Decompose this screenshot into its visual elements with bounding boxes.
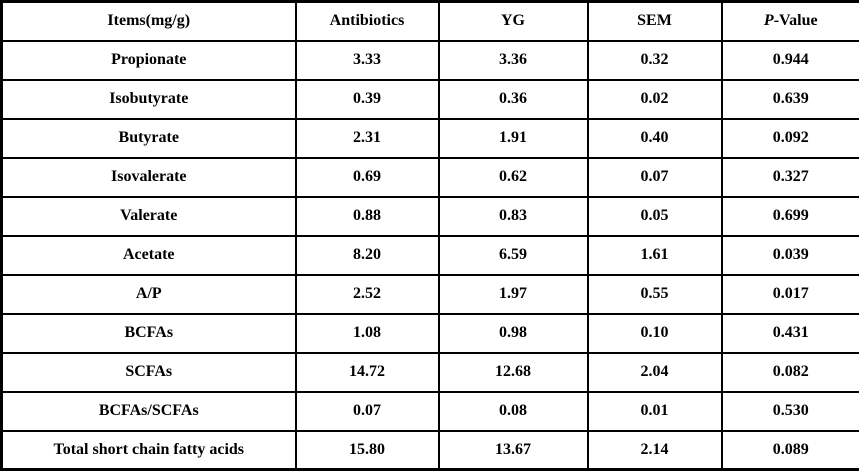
row-label: Valerate	[2, 197, 296, 236]
cell-antibiotics: 2.31	[296, 119, 439, 158]
cell-sem: 0.32	[588, 41, 722, 80]
cell-pvalue: 0.092	[722, 119, 859, 158]
cell-yg: 0.08	[439, 392, 588, 431]
cell-pvalue: 0.639	[722, 80, 859, 119]
table-row: SCFAs 14.72 12.68 2.04 0.082	[2, 353, 859, 392]
cell-pvalue: 0.944	[722, 41, 859, 80]
row-label: A/P	[2, 275, 296, 314]
col-header-yg: YG	[439, 2, 588, 41]
cell-antibiotics: 14.72	[296, 353, 439, 392]
row-label: Total short chain fatty acids	[2, 431, 296, 470]
pvalue-italic-p: P	[764, 12, 774, 29]
col-header-antibiotics: Antibiotics	[296, 2, 439, 41]
row-label: SCFAs	[2, 353, 296, 392]
cell-yg: 3.36	[439, 41, 588, 80]
cell-yg: 0.98	[439, 314, 588, 353]
row-label: Isovalerate	[2, 158, 296, 197]
row-label: Butyrate	[2, 119, 296, 158]
cell-sem: 0.10	[588, 314, 722, 353]
row-label: BCFAs	[2, 314, 296, 353]
table-row: Isovalerate 0.69 0.62 0.07 0.327	[2, 158, 859, 197]
cell-pvalue: 0.699	[722, 197, 859, 236]
cell-yg: 0.62	[439, 158, 588, 197]
cell-antibiotics: 0.07	[296, 392, 439, 431]
cell-antibiotics: 15.80	[296, 431, 439, 470]
cell-sem: 0.55	[588, 275, 722, 314]
cell-yg: 0.36	[439, 80, 588, 119]
table-row: Acetate 8.20 6.59 1.61 0.039	[2, 236, 859, 275]
cell-antibiotics: 1.08	[296, 314, 439, 353]
cell-antibiotics: 8.20	[296, 236, 439, 275]
cell-yg: 6.59	[439, 236, 588, 275]
cell-antibiotics: 0.39	[296, 80, 439, 119]
row-label: Propionate	[2, 41, 296, 80]
cell-yg: 1.91	[439, 119, 588, 158]
col-header-sem: SEM	[588, 2, 722, 41]
cell-sem: 0.01	[588, 392, 722, 431]
pvalue-rest: -Value	[774, 12, 818, 29]
cell-yg: 12.68	[439, 353, 588, 392]
row-label: BCFAs/SCFAs	[2, 392, 296, 431]
table-row: Valerate 0.88 0.83 0.05 0.699	[2, 197, 859, 236]
table-header-row: Items(mg/g) Antibiotics YG SEM P-Value	[2, 2, 859, 41]
cell-yg: 0.83	[439, 197, 588, 236]
cell-pvalue: 0.327	[722, 158, 859, 197]
cell-sem: 1.61	[588, 236, 722, 275]
cell-pvalue: 0.431	[722, 314, 859, 353]
cell-yg: 1.97	[439, 275, 588, 314]
cell-pvalue: 0.017	[722, 275, 859, 314]
cell-pvalue: 0.530	[722, 392, 859, 431]
table-row: Propionate 3.33 3.36 0.32 0.944	[2, 41, 859, 80]
table-row: Total short chain fatty acids 15.80 13.6…	[2, 431, 859, 470]
col-header-items: Items(mg/g)	[2, 2, 296, 41]
table-row: Isobutyrate 0.39 0.36 0.02 0.639	[2, 80, 859, 119]
table-row: A/P 2.52 1.97 0.55 0.017	[2, 275, 859, 314]
table-row: BCFAs/SCFAs 0.07 0.08 0.01 0.530	[2, 392, 859, 431]
cell-pvalue: 0.089	[722, 431, 859, 470]
cell-pvalue: 0.082	[722, 353, 859, 392]
cell-antibiotics: 0.69	[296, 158, 439, 197]
table-row: BCFAs 1.08 0.98 0.10 0.431	[2, 314, 859, 353]
cell-pvalue: 0.039	[722, 236, 859, 275]
cell-sem: 0.05	[588, 197, 722, 236]
cell-sem: 0.02	[588, 80, 722, 119]
cell-antibiotics: 3.33	[296, 41, 439, 80]
cell-antibiotics: 2.52	[296, 275, 439, 314]
cell-antibiotics: 0.88	[296, 197, 439, 236]
row-label: Acetate	[2, 236, 296, 275]
table-row: Butyrate 2.31 1.91 0.40 0.092	[2, 119, 859, 158]
cell-yg: 13.67	[439, 431, 588, 470]
row-label: Isobutyrate	[2, 80, 296, 119]
cell-sem: 2.14	[588, 431, 722, 470]
cell-sem: 0.40	[588, 119, 722, 158]
cell-sem: 2.04	[588, 353, 722, 392]
col-header-pvalue: P-Value	[722, 2, 859, 41]
cell-sem: 0.07	[588, 158, 722, 197]
